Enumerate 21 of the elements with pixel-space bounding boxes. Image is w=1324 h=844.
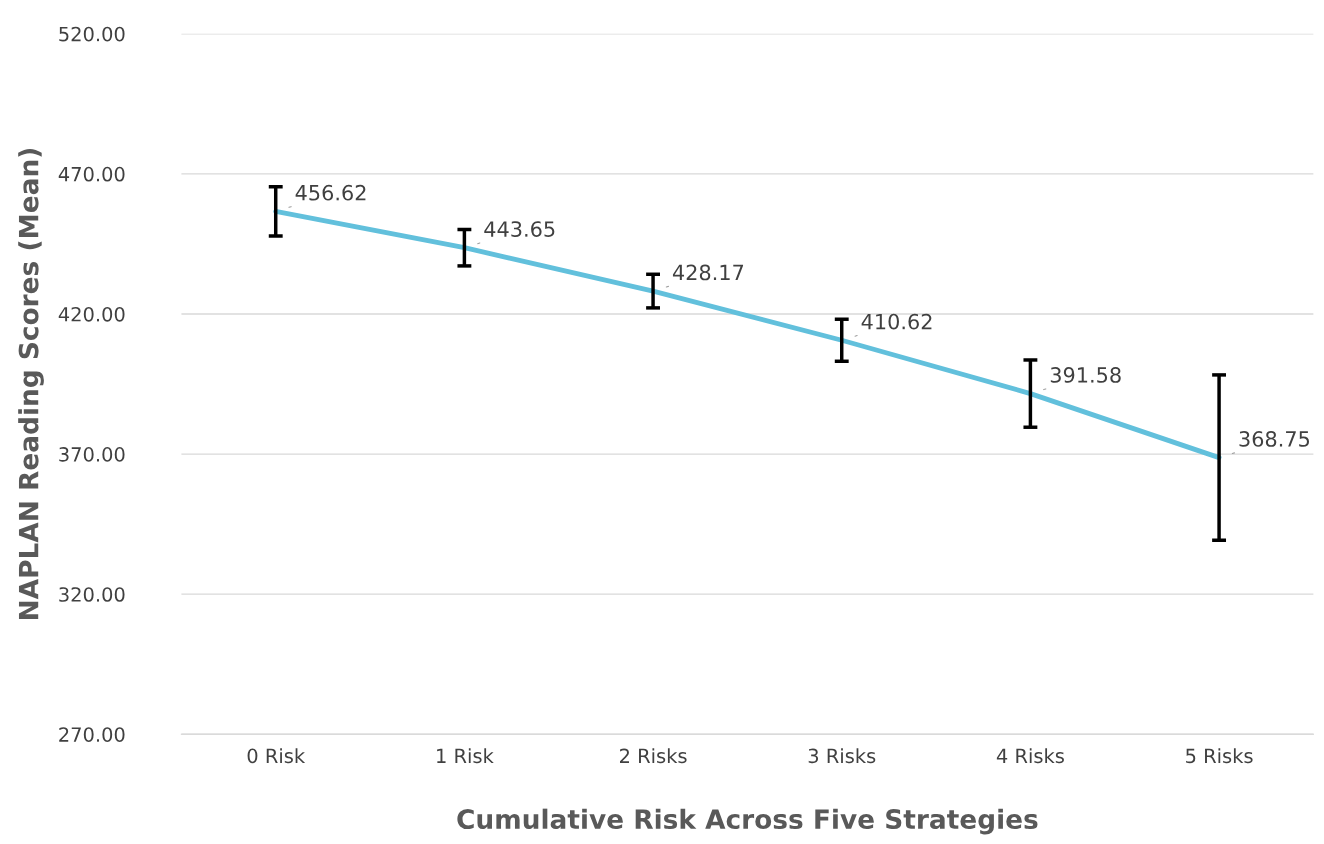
data-label: 368.75 <box>1239 431 1310 447</box>
data-label: 391.58 <box>1050 367 1121 383</box>
x-tick-label: 5 Risks <box>1186 748 1253 764</box>
line-series <box>273 208 1222 460</box>
x-tick-label: 2 Risks <box>620 748 687 764</box>
x-tick-label: 3 Risks <box>808 748 876 764</box>
y-tick-label: 420.00 <box>58 306 125 322</box>
x-tick-label: 4 Risks <box>996 748 1064 764</box>
y-tick-label: 270.00 <box>59 727 125 742</box>
data-label: 456.62 <box>295 184 366 201</box>
y-tick-label: 370.00 <box>59 447 125 462</box>
y-tick-label: 470.00 <box>58 166 125 182</box>
x-tick-label: 1 Risk <box>437 748 494 764</box>
y-axis-title: NAPLAN Reading Scores (Mean) <box>18 148 44 619</box>
x-tick-label: 0 Risk <box>247 748 306 764</box>
y-tick-label: 320.00 <box>59 587 125 602</box>
data-label: 443.65 <box>484 221 555 237</box>
data-label: 428.17 <box>672 264 744 281</box>
x-axis-title: Cumulative Risk Across Five Strategies <box>457 808 1038 835</box>
y-tick-label: 520.00 <box>59 26 125 42</box>
data-label: 410.62 <box>861 313 932 330</box>
